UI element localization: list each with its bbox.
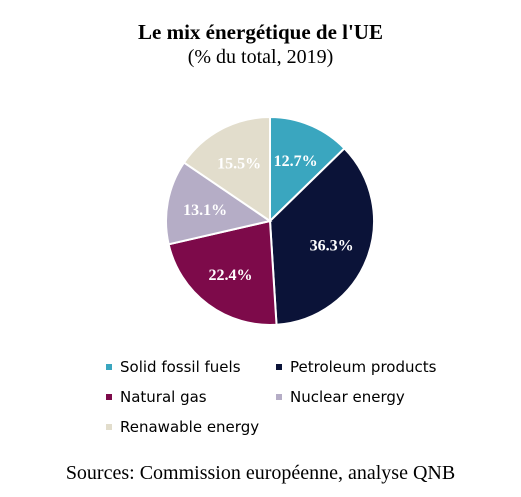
legend-label: Nuclear energy xyxy=(290,388,405,406)
legend-swatch xyxy=(276,364,282,370)
legend-label: Solid fossil fuels xyxy=(120,358,241,376)
data-label-natural-gas: 22.4% xyxy=(209,267,253,284)
data-label-solid-fossil-fuels: 12.7% xyxy=(274,153,318,170)
data-label-renawable-energy: 15.5% xyxy=(217,156,261,173)
pie-chart: 12.7% 36.3% 22.4% 13.1% 15.5% xyxy=(165,115,375,326)
chart-subtitle: (% du total, 2019) xyxy=(187,46,334,68)
legend-swatch xyxy=(106,424,112,430)
legend-swatch xyxy=(106,364,112,370)
data-label-nuclear-energy: 13.1% xyxy=(183,202,227,219)
pie-slice-petroleum-products xyxy=(268,146,375,326)
pie-slice-solid-fossil-fuels xyxy=(269,115,346,224)
legend-label: Petroleum products xyxy=(290,358,437,376)
legend-swatch xyxy=(106,394,112,400)
pie-slice-natural-gas xyxy=(167,219,278,326)
pie-slice-nuclear-energy xyxy=(165,161,273,246)
legend-swatch xyxy=(276,394,282,400)
source-note: Sources: Commission européenne, analyse … xyxy=(65,462,456,484)
chart-title: Le mix énergétique de l'UE xyxy=(138,20,383,44)
legend-label: Renawable energy xyxy=(120,418,260,436)
pie-slice-renawable-energy xyxy=(182,115,271,223)
legend-label: Natural gas xyxy=(120,388,207,406)
data-label-petroleum-products: 36.3% xyxy=(310,238,354,255)
